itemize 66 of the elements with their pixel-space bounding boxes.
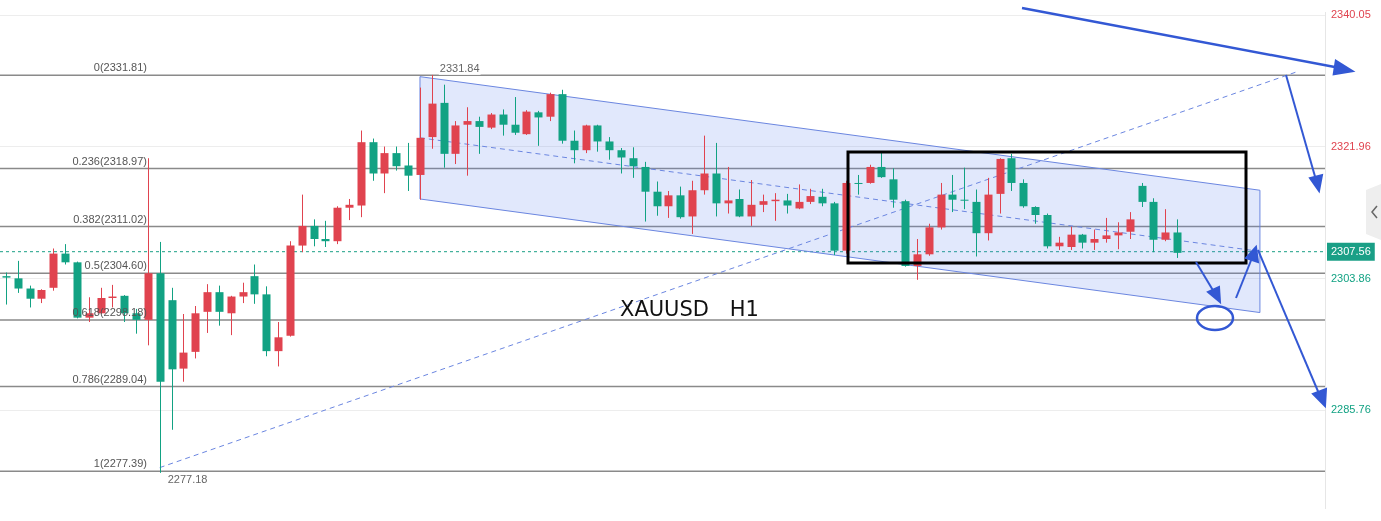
candlestick xyxy=(889,167,898,209)
candlestick xyxy=(783,193,792,215)
y-tick-label: 2303.86 xyxy=(1331,271,1371,284)
candlestick xyxy=(380,146,389,194)
candlestick xyxy=(1102,217,1111,244)
candlestick xyxy=(179,313,188,383)
candlestick xyxy=(239,282,248,304)
ref-line-label: 0.236(2318.97) xyxy=(72,154,147,167)
candlestick xyxy=(345,198,354,221)
y-tick-label: 2321.96 xyxy=(1331,139,1371,152)
candlestick xyxy=(392,146,401,172)
candlestick xyxy=(593,124,602,153)
candlestick xyxy=(1090,229,1099,251)
candlestick xyxy=(298,194,307,253)
candlestick xyxy=(676,186,685,220)
candlestick xyxy=(866,164,875,185)
ref-line-label: 0.382(2311.02) xyxy=(73,212,147,225)
candlestick xyxy=(653,181,662,217)
candlestick xyxy=(404,142,413,192)
candlestick xyxy=(321,220,330,248)
candlestick xyxy=(570,130,579,164)
candlestick xyxy=(1019,178,1028,209)
candlestick xyxy=(14,260,23,294)
candlestick xyxy=(948,174,957,213)
candlestick xyxy=(724,166,733,215)
ref-line-label: 0.786(2289.04) xyxy=(72,372,147,385)
candlestick xyxy=(522,109,531,136)
annotation: XAUUSD H1 xyxy=(620,297,759,321)
candlestick xyxy=(227,295,236,336)
y-tick-label: 2340.05 xyxy=(1331,8,1371,21)
candlestick xyxy=(250,264,259,305)
candlestick xyxy=(203,283,212,334)
candlestick xyxy=(215,285,224,327)
candlestick xyxy=(605,136,614,161)
candlestick xyxy=(1161,208,1170,242)
candlestick xyxy=(1126,211,1135,240)
candlestick xyxy=(499,108,508,137)
y-tick-label: 2285.76 xyxy=(1331,403,1371,416)
candlestick xyxy=(2,272,11,306)
candlestick xyxy=(795,183,804,210)
candlestick xyxy=(617,147,626,174)
candlestick xyxy=(310,218,319,247)
ref-line-label: 0.5(2304.60) xyxy=(84,259,147,272)
candlestick xyxy=(877,151,886,179)
candlestick xyxy=(534,110,543,147)
annotation: 2331.84 xyxy=(439,62,480,75)
candlestick xyxy=(546,92,555,122)
candlestick xyxy=(629,146,638,179)
candlestick xyxy=(735,189,744,218)
candlestick xyxy=(463,106,472,177)
candlestick xyxy=(1114,221,1123,250)
ref-line-label: 0(2331.81) xyxy=(93,61,147,74)
candlestick xyxy=(1067,226,1076,251)
candlestick xyxy=(700,135,709,196)
candlestick xyxy=(747,179,756,227)
candlestick xyxy=(274,321,283,367)
candlestick xyxy=(475,116,484,155)
candlestick xyxy=(854,174,863,196)
ref-line-label: 1(2277.39) xyxy=(93,457,147,470)
candlestick xyxy=(1138,182,1147,208)
candlestick xyxy=(960,167,969,210)
annotation: 2277.18 xyxy=(167,473,208,486)
candlestick xyxy=(26,285,35,308)
ref-line-label: 2307.56 xyxy=(1331,244,1371,257)
candlestick xyxy=(511,96,520,136)
candlestick xyxy=(664,190,673,219)
